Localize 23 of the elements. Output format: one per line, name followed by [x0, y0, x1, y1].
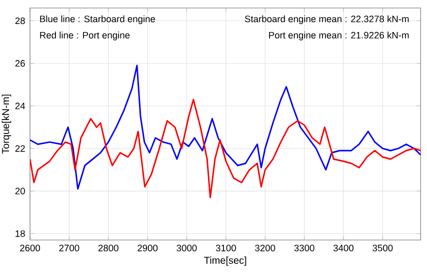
x-tick-label: 3100 — [216, 244, 236, 252]
x-tick-label: 2800 — [98, 244, 118, 252]
annotation: Starboard engine mean : 22.3278 kN-m — [244, 15, 409, 24]
y-axis-title: Torque[kN-m] — [2, 94, 12, 154]
x-axis-title: Time[sec] — [204, 256, 246, 266]
line-series — [30, 98, 421, 198]
annotation: Red line : Port engine — [40, 32, 130, 40]
x-tick-label: 2900 — [138, 244, 158, 252]
x-tick-label: 2600 — [20, 244, 40, 252]
x-tick-label: 3000 — [176, 244, 197, 252]
y-tick-label: 22 — [15, 145, 25, 152]
y-tick-label: 26 — [15, 60, 25, 67]
y-tick-label: 28 — [15, 17, 25, 24]
annotation: Port engine mean : 21.9226 kN-m — [269, 32, 409, 40]
y-tick-label: 24 — [15, 102, 26, 110]
x-tick-label: 3500 — [372, 244, 393, 252]
x-tick-label: 3400 — [333, 244, 354, 252]
x-tick-label: 2700 — [59, 244, 80, 252]
x-tick-label: 3200 — [255, 244, 276, 252]
annotation: Blue line : Starboard engine — [40, 15, 156, 24]
y-tick-label: 20 — [15, 188, 25, 194]
x-tick-label: 3300 — [294, 244, 314, 252]
y-tick-label: 18 — [16, 230, 25, 237]
